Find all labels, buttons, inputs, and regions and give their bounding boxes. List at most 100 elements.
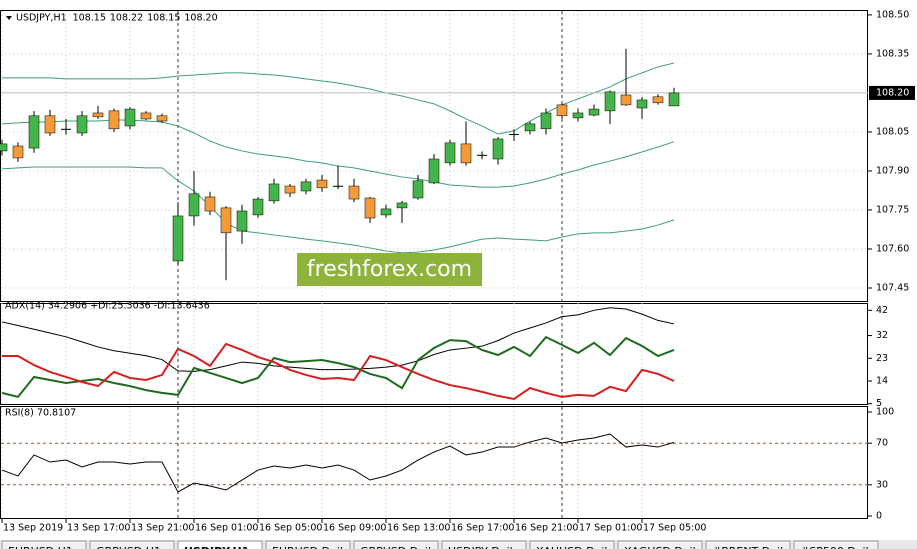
y-tick-label: 14 xyxy=(876,376,888,387)
watermark-box: freshforex.com xyxy=(297,253,482,286)
watermark: freshforex.com xyxy=(307,257,472,282)
tab-label[interactable]: XAUUSD,Daily xyxy=(536,545,614,549)
indicator-line xyxy=(2,342,675,400)
y-tick-label: 107.60 xyxy=(876,243,909,254)
x-tick-label: 17 Sep 05:00 xyxy=(643,523,706,534)
x-tick-label: 16 Sep 01:00 xyxy=(195,523,258,534)
candle-body xyxy=(156,115,168,122)
candle-body xyxy=(652,96,664,104)
candle-body xyxy=(316,179,328,189)
rsi-pane-frame xyxy=(0,406,868,519)
tab[interactable] xyxy=(1,540,87,549)
tab-label[interactable]: EURUSD,Daily xyxy=(272,545,350,549)
tab-label[interactable]: EURUSD,H1 xyxy=(8,545,73,549)
candle-body xyxy=(300,181,312,192)
candle-body xyxy=(76,115,88,134)
candle-body xyxy=(12,145,24,159)
candle-body xyxy=(284,185,296,194)
last-price-label: 108.20 xyxy=(876,87,909,98)
candle-body xyxy=(572,112,584,119)
candle-body xyxy=(348,185,360,200)
candle-body xyxy=(428,158,440,184)
y-tick-label: 100 xyxy=(876,407,894,418)
y-tick-label: 107.75 xyxy=(876,204,909,215)
tab[interactable] xyxy=(265,540,351,549)
candle-body xyxy=(108,110,120,130)
y-tick-label: 70 xyxy=(876,438,888,449)
tab-label[interactable]: XAGUSD,Daily xyxy=(624,545,703,549)
candle-body xyxy=(188,193,200,217)
candle-body xyxy=(364,197,376,219)
indicator-line xyxy=(1,335,675,399)
tab[interactable] xyxy=(89,540,175,549)
candle-body xyxy=(524,123,536,132)
pane-title: ADX(14) 34.2906 +DI:25.3036 -DI:13.6436 xyxy=(5,301,210,312)
x-tick-label: 13 Sep 17:00 xyxy=(67,523,130,534)
candle-body xyxy=(412,180,424,199)
x-tick-label: 17 Sep 01:00 xyxy=(579,523,642,534)
candle-body xyxy=(460,143,472,164)
menu-arrow[interactable] xyxy=(6,16,12,20)
x-tick-label: 16 Sep 05:00 xyxy=(259,523,322,534)
candle-body xyxy=(509,134,519,136)
tab-label[interactable]: USDJPY,H1 xyxy=(184,545,249,549)
candle-body xyxy=(588,108,600,116)
watermark-bg xyxy=(297,253,482,286)
y-tick-label: 107.90 xyxy=(876,165,909,176)
candle-body xyxy=(236,210,248,232)
y-tick-label: 32 xyxy=(876,330,888,341)
y-tick-label: 108.05 xyxy=(876,126,909,137)
ohlc-value: 108.15 xyxy=(147,13,180,24)
candle-body xyxy=(556,104,568,117)
x-tick-label: 16 Sep 13:00 xyxy=(387,523,450,534)
tab[interactable] xyxy=(529,540,615,549)
x-tick-label: 13 Sep 2019 xyxy=(3,523,63,534)
y-tick-label: 107.45 xyxy=(876,282,909,293)
candle-body xyxy=(477,154,487,156)
y-tick-label: 42 xyxy=(876,305,888,316)
ohlc-value: 108.15 xyxy=(73,13,106,24)
tab[interactable] xyxy=(177,540,263,549)
candle-body xyxy=(540,112,552,130)
tab-label[interactable]: USDJPY,Daily xyxy=(448,545,520,549)
tab[interactable] xyxy=(353,540,439,549)
candle-body xyxy=(492,138,504,160)
indicator-line xyxy=(1,307,675,372)
candle-body xyxy=(28,115,40,149)
candle-body xyxy=(204,196,216,212)
tab[interactable] xyxy=(441,540,527,549)
candle-body xyxy=(668,92,680,107)
x-tick-label: 16 Sep 09:00 xyxy=(323,523,386,534)
tab-label[interactable]: #BRENT,Daily xyxy=(712,545,790,549)
candle-body xyxy=(380,208,392,216)
adx-pane-frame xyxy=(0,303,868,405)
candle-body xyxy=(124,108,136,127)
candle-body xyxy=(0,143,8,152)
tab-label[interactable]: GBPUSD,Daily xyxy=(360,545,438,549)
y-tick-label: 5 xyxy=(876,398,882,409)
tab[interactable] xyxy=(617,540,703,549)
candle-body xyxy=(140,112,152,120)
tab-label[interactable]: GBPUSD,H1 xyxy=(96,545,161,549)
candle-body xyxy=(220,207,232,234)
y-tick-label: 0 xyxy=(876,511,882,522)
y-tick-label: 30 xyxy=(876,479,888,490)
tab[interactable] xyxy=(705,540,791,549)
tab[interactable] xyxy=(793,540,879,549)
candle-body xyxy=(61,128,71,130)
candle-body xyxy=(268,183,280,202)
ohlc-value: 108.20 xyxy=(184,13,217,24)
pane-title: USDJPY,H1 xyxy=(16,13,67,24)
indicator-line xyxy=(1,433,675,493)
pane-title: RSI(8) 70.8107 xyxy=(5,408,76,419)
candle-body xyxy=(172,215,184,262)
candle-body xyxy=(444,142,456,164)
y-tick-label: 108.35 xyxy=(876,48,909,59)
x-tick-label: 16 Sep 17:00 xyxy=(451,523,514,534)
tab-label[interactable]: #SP500,Daily xyxy=(800,545,876,549)
candle-body xyxy=(636,99,648,109)
x-tick-label: 16 Sep 21:00 xyxy=(515,523,578,534)
candle-body xyxy=(92,112,104,118)
